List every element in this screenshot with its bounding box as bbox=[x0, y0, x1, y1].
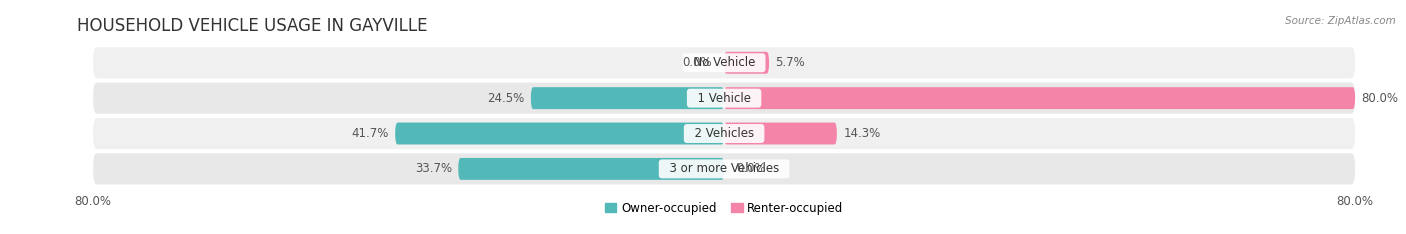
FancyBboxPatch shape bbox=[395, 123, 724, 144]
Text: HOUSEHOLD VEHICLE USAGE IN GAYVILLE: HOUSEHOLD VEHICLE USAGE IN GAYVILLE bbox=[77, 18, 427, 35]
FancyBboxPatch shape bbox=[93, 118, 1355, 149]
FancyBboxPatch shape bbox=[93, 47, 1355, 78]
FancyBboxPatch shape bbox=[458, 158, 724, 180]
Legend: Owner-occupied, Renter-occupied: Owner-occupied, Renter-occupied bbox=[600, 197, 848, 219]
Text: 41.7%: 41.7% bbox=[352, 127, 389, 140]
FancyBboxPatch shape bbox=[531, 87, 724, 109]
Text: 24.5%: 24.5% bbox=[488, 92, 524, 105]
Text: 0.0%: 0.0% bbox=[683, 56, 713, 69]
Text: 3 or more Vehicles: 3 or more Vehicles bbox=[662, 162, 786, 176]
FancyBboxPatch shape bbox=[724, 52, 769, 74]
Text: 80.0%: 80.0% bbox=[1361, 92, 1399, 105]
FancyBboxPatch shape bbox=[724, 87, 1355, 109]
FancyBboxPatch shape bbox=[93, 83, 1355, 114]
Text: 2 Vehicles: 2 Vehicles bbox=[686, 127, 762, 140]
Text: 33.7%: 33.7% bbox=[415, 162, 451, 176]
FancyBboxPatch shape bbox=[724, 123, 837, 144]
FancyBboxPatch shape bbox=[93, 153, 1355, 184]
Text: 1 Vehicle: 1 Vehicle bbox=[690, 92, 758, 105]
Text: 5.7%: 5.7% bbox=[775, 56, 806, 69]
Text: 0.0%: 0.0% bbox=[735, 162, 765, 176]
Text: Source: ZipAtlas.com: Source: ZipAtlas.com bbox=[1285, 16, 1396, 26]
Text: 14.3%: 14.3% bbox=[844, 127, 880, 140]
Text: No Vehicle: No Vehicle bbox=[686, 56, 762, 69]
